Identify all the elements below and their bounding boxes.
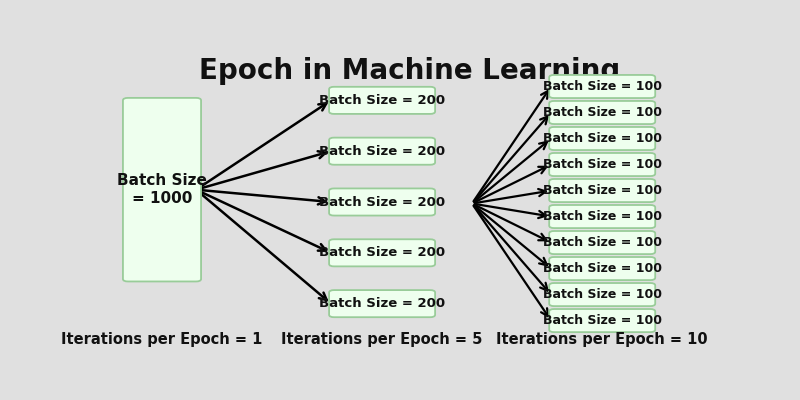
Text: Batch Size = 100: Batch Size = 100 — [542, 184, 662, 197]
Text: Batch Size = 200: Batch Size = 200 — [319, 297, 445, 310]
FancyBboxPatch shape — [549, 179, 655, 202]
Text: Epoch in Machine Learning: Epoch in Machine Learning — [199, 57, 621, 85]
FancyBboxPatch shape — [123, 98, 201, 282]
Text: Batch Size = 100: Batch Size = 100 — [542, 132, 662, 145]
Text: Iterations per Epoch = 5: Iterations per Epoch = 5 — [282, 332, 482, 347]
Text: Batch Size = 100: Batch Size = 100 — [542, 288, 662, 301]
FancyBboxPatch shape — [329, 290, 435, 317]
Text: Batch Size
= 1000: Batch Size = 1000 — [117, 174, 207, 206]
FancyBboxPatch shape — [549, 309, 655, 332]
Text: Batch Size = 200: Batch Size = 200 — [319, 246, 445, 259]
Text: Batch Size = 200: Batch Size = 200 — [319, 196, 445, 208]
FancyBboxPatch shape — [549, 283, 655, 306]
FancyBboxPatch shape — [329, 188, 435, 216]
FancyBboxPatch shape — [549, 257, 655, 280]
FancyBboxPatch shape — [329, 138, 435, 165]
Text: Batch Size = 200: Batch Size = 200 — [319, 145, 445, 158]
Text: Batch Size = 200: Batch Size = 200 — [319, 94, 445, 107]
FancyBboxPatch shape — [549, 127, 655, 150]
Text: Batch Size = 100: Batch Size = 100 — [542, 106, 662, 119]
Text: Iterations per Epoch = 10: Iterations per Epoch = 10 — [496, 332, 708, 347]
Text: Batch Size = 100: Batch Size = 100 — [542, 236, 662, 249]
FancyBboxPatch shape — [329, 239, 435, 266]
FancyBboxPatch shape — [549, 101, 655, 124]
FancyBboxPatch shape — [549, 75, 655, 98]
Text: Batch Size = 100: Batch Size = 100 — [542, 262, 662, 275]
Text: Batch Size = 100: Batch Size = 100 — [542, 210, 662, 223]
FancyBboxPatch shape — [549, 231, 655, 254]
FancyBboxPatch shape — [549, 153, 655, 176]
Text: Batch Size = 100: Batch Size = 100 — [542, 314, 662, 327]
Text: Batch Size = 100: Batch Size = 100 — [542, 158, 662, 171]
FancyBboxPatch shape — [329, 87, 435, 114]
FancyBboxPatch shape — [549, 205, 655, 228]
Text: Iterations per Epoch = 1: Iterations per Epoch = 1 — [62, 332, 262, 347]
Text: Batch Size = 100: Batch Size = 100 — [542, 80, 662, 93]
